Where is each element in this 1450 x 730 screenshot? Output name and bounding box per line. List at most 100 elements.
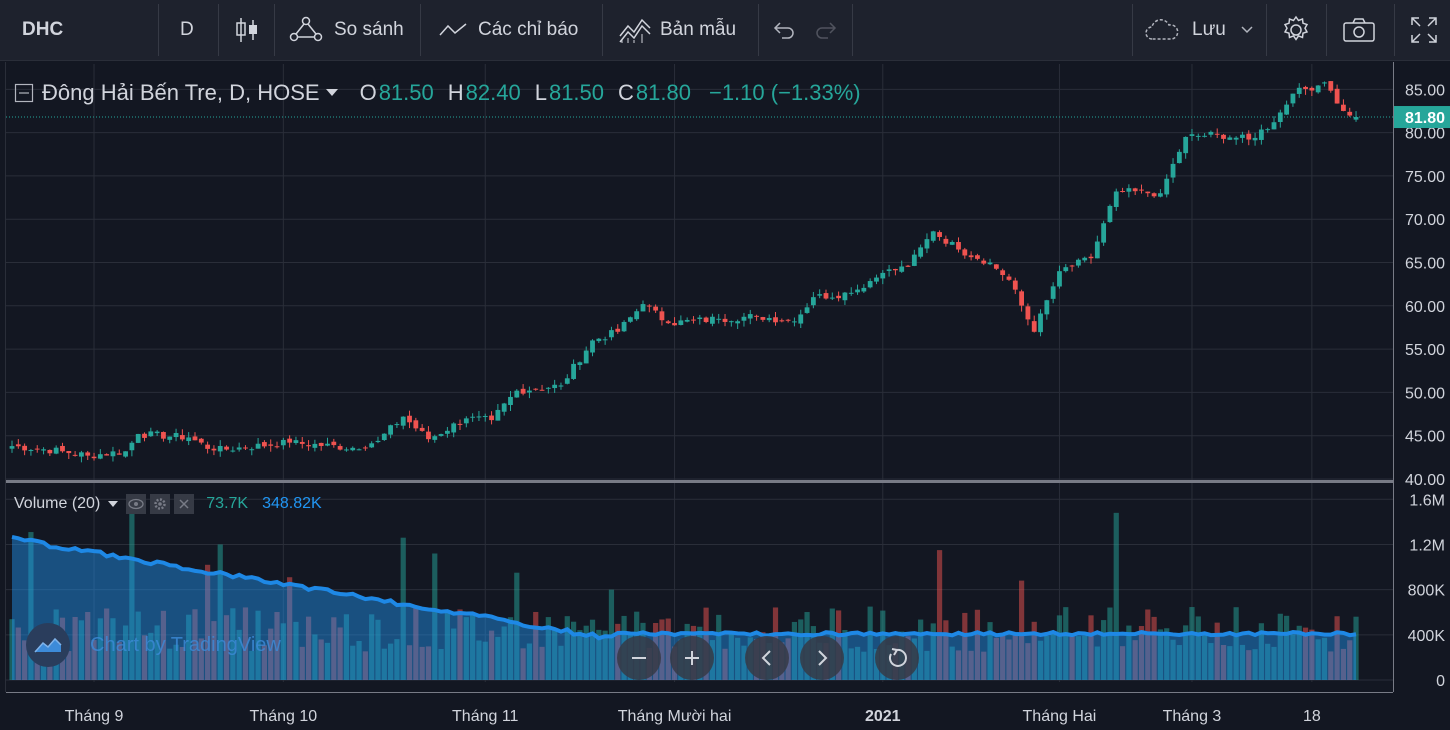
candle-body [766,317,772,321]
close-icon[interactable] [174,494,195,514]
templates-label: Bản mẫu [660,19,737,40]
scroll-left-button[interactable] [745,636,789,680]
price-tick-label: 75.00 [1405,169,1445,186]
fullscreen-button[interactable] [1410,0,1438,60]
time-tick-label: Tháng 9 [65,708,124,725]
volume-bar [1246,650,1252,680]
eye-icon[interactable] [126,494,147,514]
volume-bar [1101,620,1107,680]
redo-button[interactable] [814,0,838,60]
scroll-right-button[interactable] [800,636,844,680]
candle-body [571,363,576,379]
volume-bar [1126,625,1132,680]
caret-down-icon[interactable] [325,89,338,97]
toolbar-divider [1394,4,1395,56]
interval-button[interactable]: D [180,19,194,40]
last-price-badge [1394,106,1450,129]
collapse-icon[interactable] [14,83,34,103]
candle-body [1290,93,1296,104]
zoom-out-button[interactable] [617,636,661,680]
candle-body [476,416,482,418]
volume-bar [1119,646,1126,680]
indicators-icon [439,23,467,36]
candle-body [1019,291,1024,306]
compare-button[interactable]: So sánh [288,0,404,60]
candle-body [1139,189,1144,191]
candle-body [34,448,40,450]
candle-body [1271,122,1277,130]
volume-bar [1132,640,1138,680]
candle-body [691,319,696,321]
undo-button[interactable] [772,0,796,60]
save-button[interactable]: Lưu [1144,0,1254,60]
volume-bar [728,632,734,680]
zoom-in-button[interactable] [670,636,714,680]
symbol-title[interactable]: Đông Hải Bến Tre, D, HOSE [42,80,320,105]
top-toolbar: DHC D So sánh Các chỉ báo Bản mẫu Lưu [0,0,1450,61]
price-chart[interactable]: 85.00 80.00 75.00 70.00 65.00 60.00 55.00 50.00… [0,62,1450,730]
candle-body [975,255,980,259]
toolbar-divider [420,4,421,56]
volume-bar [223,615,230,680]
volume-bar [236,629,242,680]
toolbar-divider [1132,4,1133,56]
candle-body [665,321,671,324]
candle-body [325,443,330,446]
candle-body [817,294,823,296]
candle-body [1265,129,1271,131]
volume-bar [987,622,993,680]
pane-separator[interactable] [6,480,1393,483]
volume-title[interactable]: Volume (20) [14,495,101,512]
candle-body [280,439,286,446]
time-tick-label: Tháng 11 [452,708,519,725]
volume-bar [141,635,148,680]
candle-body [1113,191,1119,207]
candle-body [1107,205,1113,223]
templates-button[interactable]: Bản mẫu [618,0,736,60]
candle-body [836,295,842,299]
candle-body [1303,86,1308,90]
chart-type-button[interactable] [234,0,260,60]
indicators-button[interactable]: Các chỉ báo [438,0,578,60]
volume-bar [22,640,28,680]
volume-bar [1277,613,1283,680]
candle-body [855,289,860,293]
caret-down-icon[interactable] [108,500,119,508]
volume-bar [993,637,999,680]
volume-bar [930,623,936,680]
volume-bar [722,648,728,680]
save-label: Lưu [1192,19,1226,40]
volume-bar [1290,634,1296,680]
volume-bar [488,630,495,680]
volume-bar [135,611,141,680]
undo-icon [773,22,794,39]
snapshot-button[interactable] [1342,0,1376,60]
candle-body [514,390,520,398]
close-value: 81.80 [635,80,691,105]
volume-bar [116,641,122,680]
reset-chart-button[interactable] [875,636,919,680]
volume-bar [242,607,249,680]
price-tick-label: 65.00 [1405,256,1445,273]
settings-button[interactable] [1280,0,1312,60]
volume-bar [1183,625,1189,680]
volume-bar [1012,632,1018,680]
volume-tick-label: 1.2M [1409,537,1445,554]
symbol-search[interactable]: DHC [22,19,64,40]
candle-body [274,446,280,448]
candle-body [918,247,924,257]
candle-body [539,389,545,391]
candle-body [60,445,65,452]
volume-tick-label: 0 [1436,673,1445,690]
candle-body [451,423,457,433]
gear-icon[interactable] [150,494,171,514]
candle-body [905,265,911,267]
volume-bar [1328,651,1334,680]
volume-bar [1037,640,1044,680]
candle-body [1214,133,1220,135]
candle-body [785,319,791,321]
candle-body [678,320,684,325]
volume-bar [495,636,501,680]
candle-body [981,260,987,264]
candle-body [1328,81,1334,91]
